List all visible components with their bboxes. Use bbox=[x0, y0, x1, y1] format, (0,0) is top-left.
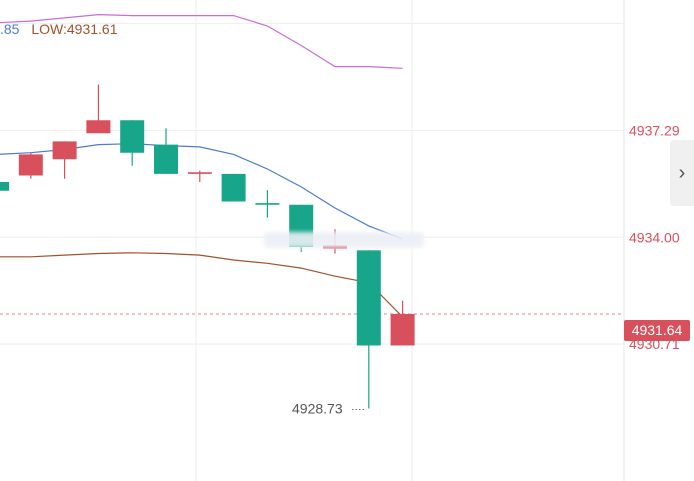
legend-mid-band-value: .85 bbox=[0, 21, 20, 37]
candle-body-12 bbox=[390, 313, 415, 346]
candle-body-4 bbox=[120, 120, 145, 153]
side-panel-toggle[interactable]: › bbox=[670, 140, 694, 206]
lower-band-line bbox=[0, 252, 404, 318]
candle-body-2 bbox=[52, 141, 77, 160]
candle-body-0 bbox=[0, 182, 9, 191]
candle-body-7 bbox=[221, 173, 246, 202]
chevron-right-icon: › bbox=[678, 161, 686, 184]
obscured-label bbox=[264, 232, 424, 248]
candle-body-1 bbox=[18, 154, 43, 176]
legend: .85 LOW:4931.61 bbox=[0, 21, 118, 37]
candle-body-5 bbox=[154, 144, 178, 174]
price-tick-label-1: 4934.00 bbox=[629, 229, 680, 245]
candle-body-11 bbox=[356, 250, 381, 346]
upper-band-line bbox=[0, 13, 403, 69]
current-price-badge: 4931.64 bbox=[624, 320, 690, 341]
price-tick-label-0: 4937.29 bbox=[629, 122, 680, 138]
candle-body-3 bbox=[86, 120, 111, 134]
candle-body-6 bbox=[187, 172, 212, 174]
min-price-annotation: 4928.73 bbox=[292, 401, 343, 417]
candle-body-8 bbox=[255, 203, 280, 205]
legend-low-value: LOW:4931.61 bbox=[31, 21, 118, 37]
